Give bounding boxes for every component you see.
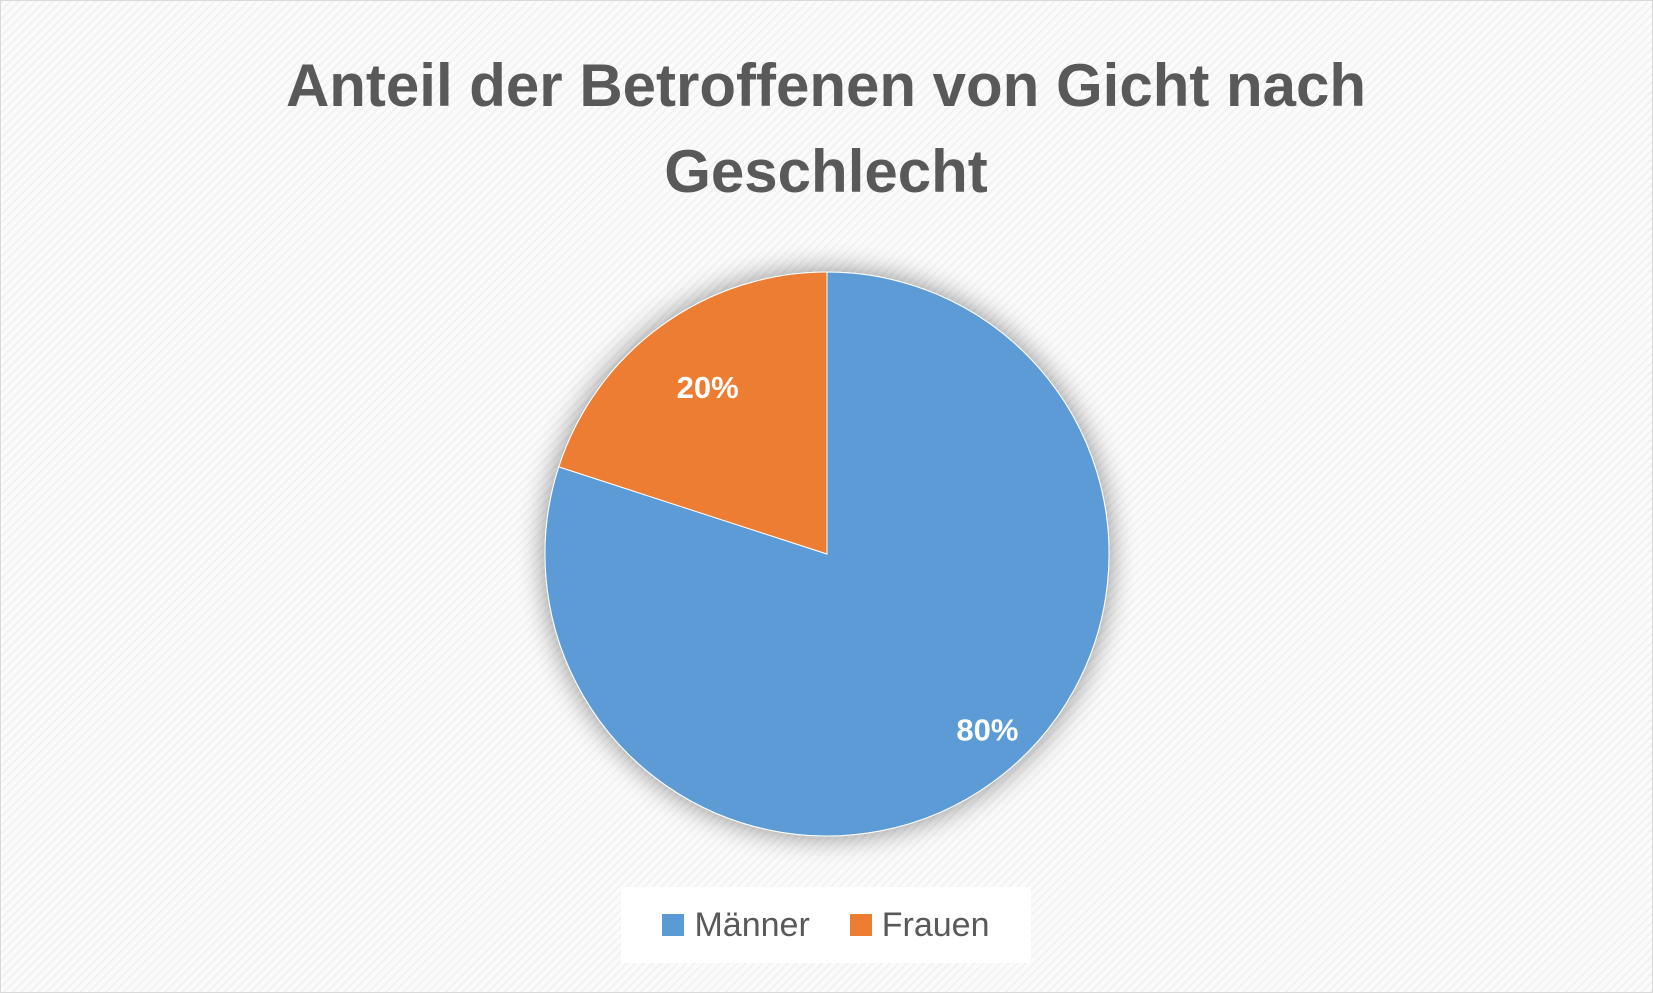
legend: Männer Frauen <box>621 887 1031 963</box>
legend-swatch-frauen <box>849 914 872 936</box>
legend-entry-maenner: Männer <box>662 905 810 945</box>
data-label-frauen: 20% <box>677 370 739 405</box>
legend-entry-frauen: Frauen <box>849 905 990 945</box>
legend-label-maenner: Männer <box>694 905 810 944</box>
chart-title: Anteil der Betroffenen von Gicht nach Ge… <box>285 52 1367 205</box>
legend-swatch-maenner <box>662 914 685 936</box>
legend-label-frauen: Frauen <box>881 905 990 944</box>
pie-slice-frauen <box>558 271 828 555</box>
data-label-maenner: 80% <box>956 712 1018 747</box>
